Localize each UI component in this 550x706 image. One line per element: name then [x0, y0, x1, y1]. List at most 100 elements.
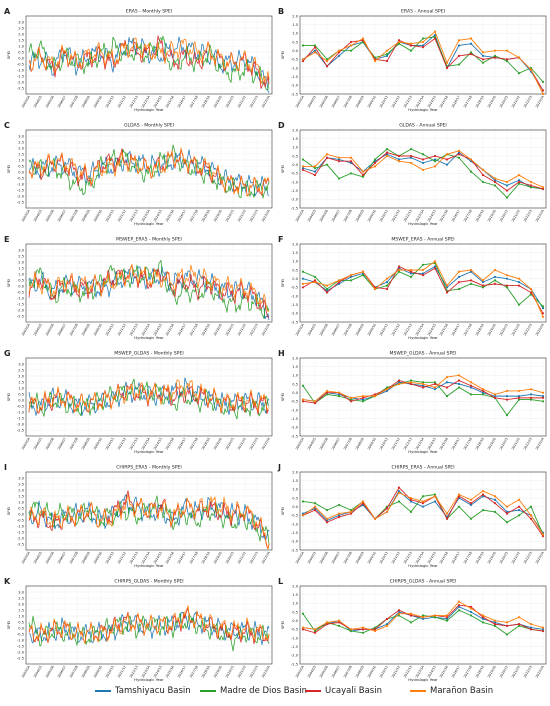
data-point	[541, 186, 545, 189]
data-point	[397, 270, 401, 273]
y-tick-label: -0.5	[291, 286, 298, 290]
x-tick-label: 2003/04	[21, 323, 31, 336]
y-axis-label: SPEI	[6, 279, 11, 287]
panel-letter: G	[4, 349, 11, 358]
data-point	[301, 158, 305, 161]
x-axis-label: Hydrologic Year	[134, 449, 164, 454]
x-tick-label: 2022/23	[249, 665, 259, 678]
x-tick-label: 2015/16	[439, 551, 449, 564]
data-point	[505, 184, 509, 187]
data-point	[469, 517, 473, 520]
data-point	[433, 158, 437, 161]
x-tick-label: 2021/22	[511, 95, 521, 108]
data-point	[409, 496, 413, 500]
data-point	[529, 180, 533, 184]
data-point	[445, 381, 449, 384]
x-tick-label: 2020/21	[225, 209, 235, 222]
x-tick-label: 2010/11	[105, 665, 115, 678]
y-tick-label: 1.0	[18, 386, 24, 390]
data-point	[517, 616, 521, 619]
panel-i: I CHIRPS_ERA5 - Monthly SPEI 3.0 2.5 2.0 1.5 1…	[4, 463, 273, 568]
x-tick-label: 2023/24	[261, 551, 271, 564]
data-point	[421, 502, 425, 505]
data-point	[541, 80, 545, 83]
data-point	[493, 279, 497, 282]
x-tick-label: 2016/17	[451, 665, 461, 678]
x-tick-label: 2010/11	[379, 437, 389, 450]
x-tick-label: 2003/04	[295, 95, 305, 108]
x-tick-label: 2011/12	[117, 437, 127, 450]
x-tick-label: 2016/17	[451, 209, 461, 222]
data-point	[457, 281, 461, 284]
figure-legend: Tamshiyacu Basin Madre de Dios Basin Ucaya…	[0, 683, 550, 703]
panel-letter: C	[4, 121, 10, 130]
x-tick-label: 2017/18	[463, 551, 473, 564]
data-point	[541, 396, 545, 399]
x-tick-label: 2009/10	[367, 551, 377, 564]
panel-b: B ERA5 - Annual SPEI 2.0 1.5 1.0 0.5 0.0 -0.5 -1…	[278, 7, 547, 112]
data-point	[337, 156, 341, 159]
y-tick-label: -2.5	[291, 92, 298, 96]
data-point	[325, 389, 329, 393]
data-point	[421, 616, 425, 619]
data-point	[397, 39, 401, 42]
data-point	[337, 503, 341, 507]
data-point	[469, 51, 473, 54]
data-point	[505, 389, 509, 393]
data-point	[445, 375, 449, 379]
x-tick-label: 2012/13	[403, 95, 413, 108]
data-point	[529, 291, 533, 294]
data-point	[421, 617, 425, 621]
x-axis-label: Hydrologic Year	[134, 221, 164, 226]
x-tick-label: 2017/18	[189, 95, 199, 108]
y-tick-label: -1.5	[291, 645, 298, 649]
y-tick-label: -2.0	[291, 426, 299, 430]
data-point	[301, 277, 305, 280]
y-tick-label: -2.0	[17, 194, 25, 198]
series-line	[28, 37, 270, 85]
series-line	[28, 147, 270, 197]
data-point	[385, 287, 389, 291]
data-point	[313, 46, 317, 49]
data-point	[505, 286, 509, 289]
data-point	[337, 515, 341, 519]
x-tick-label: 2022/23	[523, 437, 533, 450]
data-point	[469, 42, 473, 45]
data-point	[409, 621, 413, 624]
y-tick-label: 0.0	[18, 170, 24, 174]
x-tick-label: 2021/22	[511, 209, 521, 222]
legend-label: Marañon Basin	[430, 686, 494, 696]
x-tick-label: 2016/17	[177, 437, 187, 450]
x-tick-label: 2022/23	[249, 437, 259, 450]
data-point	[433, 386, 437, 389]
y-tick-label: -1.5	[291, 75, 298, 79]
data-point	[421, 505, 425, 508]
y-tick-label: -1.0	[291, 408, 299, 412]
y-tick-label: -1.5	[17, 530, 24, 534]
x-tick-label: 2012/13	[403, 665, 413, 678]
x-tick-label: 2015/16	[165, 437, 175, 450]
data-point	[337, 393, 341, 396]
x-tick-label: 2009/10	[367, 665, 377, 678]
data-point	[457, 600, 461, 603]
data-point	[517, 180, 521, 184]
y-tick-label: 0.5	[18, 164, 24, 168]
x-tick-label: 2005/06	[45, 209, 55, 222]
data-point	[325, 287, 329, 291]
y-tick-label: 2.0	[18, 602, 24, 606]
data-point	[517, 624, 521, 627]
x-tick-label: 2005/06	[319, 437, 329, 450]
x-tick-label: 2022/23	[523, 665, 533, 678]
data-point	[373, 517, 377, 520]
x-tick-label: 2005/06	[45, 551, 55, 564]
series-line	[28, 35, 270, 91]
y-tick-label: -2.5	[17, 314, 24, 318]
data-point	[493, 56, 497, 59]
y-tick-label: 3.0	[18, 134, 24, 138]
x-tick-label: 2018/19	[201, 209, 211, 222]
data-point	[313, 173, 317, 177]
x-tick-label: 2009/10	[367, 95, 377, 108]
data-point	[421, 384, 425, 387]
data-point	[397, 486, 401, 489]
x-tick-label: 2007/08	[343, 437, 353, 450]
